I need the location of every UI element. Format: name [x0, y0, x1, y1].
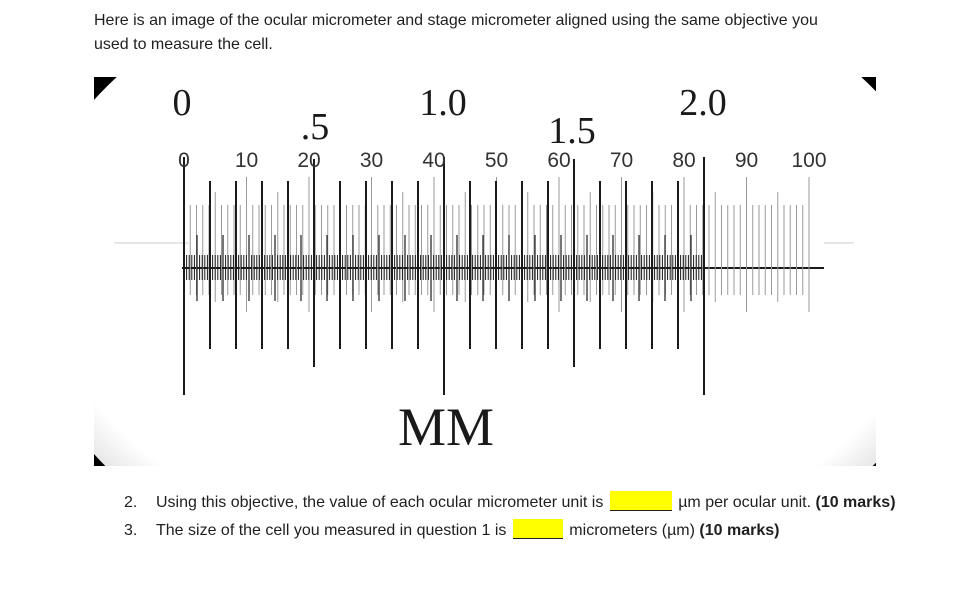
answer-blank-2[interactable] [609, 491, 672, 511]
question-2: 2. Using this objective, the value of ea… [124, 491, 924, 515]
question-number: 2. [124, 494, 138, 511]
stage-label: .5 [301, 106, 330, 148]
ocular-label: 20 [297, 149, 320, 172]
ocular-label: 90 [735, 149, 758, 172]
question-text: The size of the cell you measured in que… [156, 522, 511, 539]
questions-list: 2. Using this objective, the value of ea… [124, 491, 924, 543]
question-3: 3. The size of the cell you measured in … [124, 519, 924, 543]
ocular-label: 100 [791, 149, 826, 172]
question-text: Using this objective, the value of each … [156, 494, 608, 511]
ocular-label: 10 [235, 149, 258, 172]
ocular-label: 80 [672, 149, 695, 172]
scale-labels: 0 .5 1.0 1.5 2.0 0 10 20 30 40 50 60 70 80 90 100 [173, 82, 827, 172]
stage-label: 2.0 [679, 82, 727, 124]
micrometer-image: 0 .5 1.0 1.5 2.0 0 10 20 30 40 50 60 70 80 90 100 MM [94, 77, 876, 466]
ocular-label: 70 [610, 149, 633, 172]
ocular-label: 0 [178, 149, 190, 172]
ocular-label: 30 [360, 149, 383, 172]
stage-label: 1.0 [419, 82, 467, 124]
stage-label: 0 [173, 82, 192, 124]
eyepiece-field [94, 77, 876, 466]
intro-text: Here is an image of the ocular micromete… [94, 12, 818, 53]
question-text-after: micrometers (µm) [564, 522, 700, 539]
question-text-after: µm per ocular unit. [673, 494, 816, 511]
ocular-label: 40 [422, 149, 445, 172]
marks-label: (10 marks) [815, 494, 896, 511]
ocular-label: 50 [485, 149, 508, 172]
stage-label: 1.5 [548, 110, 596, 152]
marks-label: (10 marks) [699, 522, 780, 539]
answer-blank-3[interactable] [512, 519, 563, 539]
question-number: 3. [124, 522, 138, 539]
ocular-label: 60 [547, 149, 570, 172]
unit-label: MM [398, 397, 494, 457]
micrometer-figure: 0 .5 1.0 1.5 2.0 0 10 20 30 40 50 60 70 80 90 100 MM [94, 77, 876, 466]
scale-ticks [114, 157, 854, 395]
